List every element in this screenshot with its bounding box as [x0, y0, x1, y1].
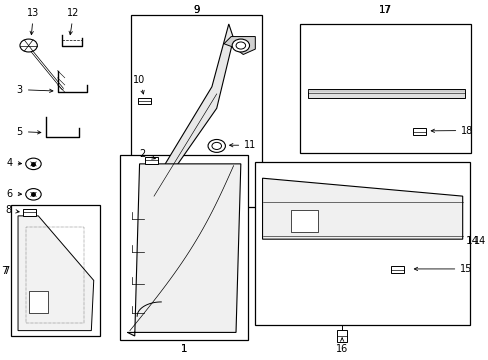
Text: 14: 14 [465, 236, 478, 246]
Text: 3: 3 [17, 85, 53, 95]
Text: 16: 16 [335, 338, 347, 354]
Text: 12: 12 [67, 8, 80, 35]
Text: 7: 7 [3, 266, 10, 276]
Text: 1: 1 [181, 344, 186, 354]
Text: 2: 2 [139, 149, 155, 159]
Bar [144, 157, 158, 163]
Text: 11: 11 [229, 140, 256, 150]
Polygon shape [262, 178, 462, 239]
Text: 8: 8 [6, 206, 19, 216]
Bar [336, 330, 346, 342]
Bar [29, 291, 48, 313]
Text: 9: 9 [193, 5, 199, 15]
Text: 17: 17 [378, 5, 391, 15]
Bar [131, 15, 261, 207]
Text: 10: 10 [133, 75, 145, 94]
Bar [412, 129, 425, 135]
Circle shape [26, 158, 41, 170]
Bar [390, 266, 404, 273]
Polygon shape [308, 89, 464, 98]
Bar [255, 162, 469, 325]
Text: 15: 15 [413, 264, 472, 274]
Circle shape [26, 189, 41, 200]
Text: 6: 6 [6, 189, 21, 199]
Text: 14: 14 [473, 236, 485, 246]
Circle shape [20, 39, 37, 52]
Text: 1: 1 [180, 344, 187, 354]
Text: 18: 18 [430, 126, 472, 135]
Polygon shape [127, 164, 241, 336]
Bar [11, 205, 100, 336]
Bar [120, 155, 247, 339]
Polygon shape [18, 216, 94, 330]
Polygon shape [142, 24, 233, 202]
Text: 4: 4 [6, 158, 21, 168]
Circle shape [211, 143, 221, 149]
Circle shape [232, 39, 249, 52]
Circle shape [207, 139, 225, 152]
Polygon shape [224, 37, 255, 54]
Bar [137, 98, 151, 104]
Circle shape [236, 42, 245, 49]
Text: 7: 7 [1, 266, 8, 276]
Text: 13: 13 [27, 8, 40, 35]
Bar [23, 209, 36, 216]
Bar [291, 211, 317, 232]
Text: 9: 9 [193, 5, 200, 15]
Text: 17: 17 [379, 5, 391, 15]
Text: 5: 5 [17, 127, 41, 136]
Bar [300, 24, 470, 153]
